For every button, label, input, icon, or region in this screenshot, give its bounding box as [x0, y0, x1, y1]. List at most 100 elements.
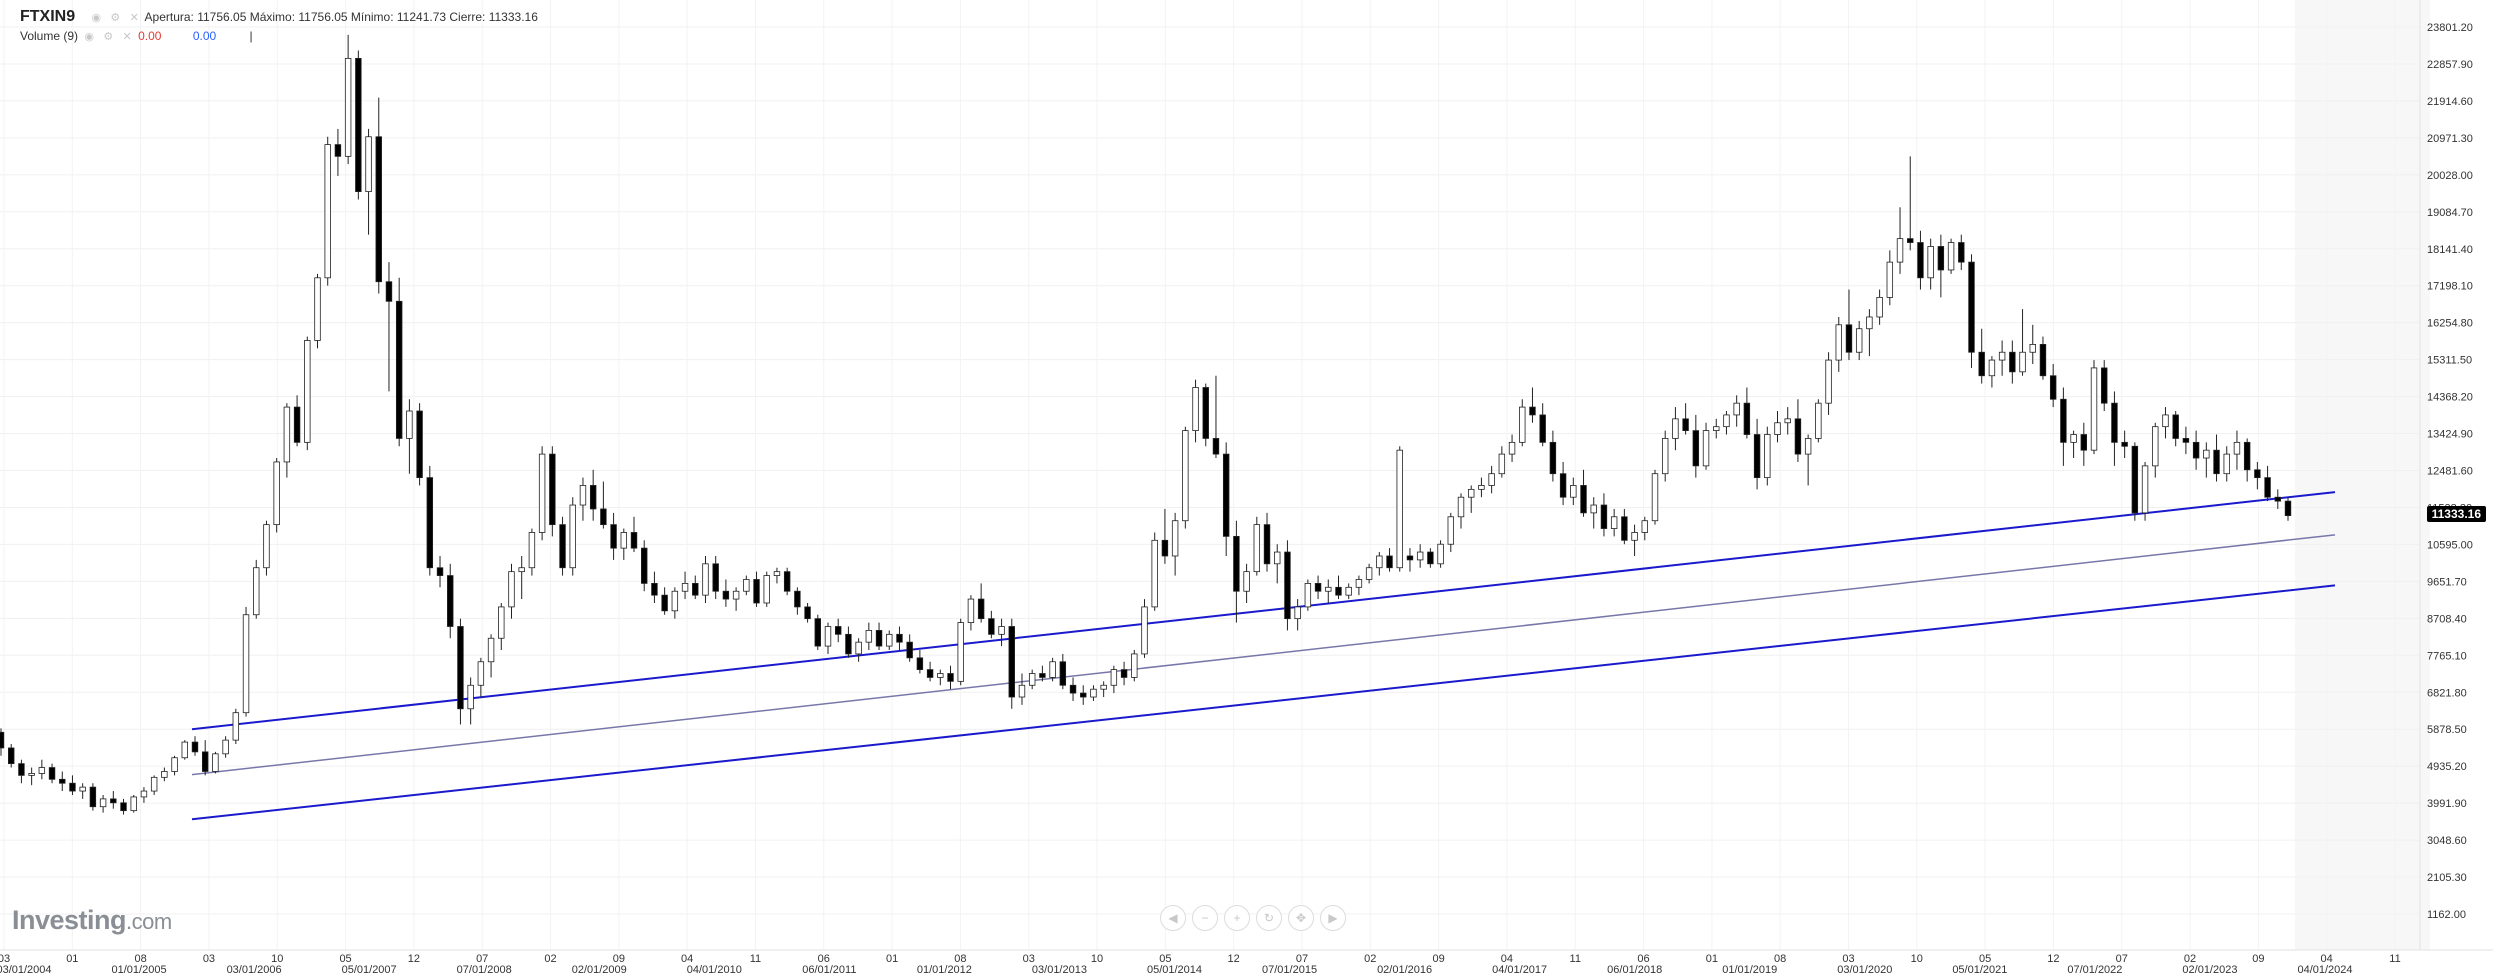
- candle[interactable]: [2274, 496, 2281, 502]
- candle[interactable]: [2131, 445, 2139, 514]
- candle[interactable]: [732, 590, 740, 600]
- candle[interactable]: [1958, 242, 1965, 263]
- candle[interactable]: [559, 524, 566, 569]
- candle[interactable]: [130, 796, 137, 812]
- candle[interactable]: [875, 630, 883, 647]
- candle[interactable]: [2080, 434, 2088, 451]
- candle[interactable]: [538, 453, 546, 533]
- candle[interactable]: [834, 626, 842, 635]
- candle[interactable]: [1416, 551, 1424, 561]
- candle[interactable]: [2233, 441, 2241, 455]
- candle[interactable]: [1120, 669, 1128, 678]
- candle[interactable]: [702, 563, 709, 596]
- candle[interactable]: [1243, 571, 1250, 592]
- candle[interactable]: [773, 571, 781, 576]
- candle[interactable]: [743, 579, 750, 592]
- candle[interactable]: [1651, 473, 1659, 522]
- candle[interactable]: [1794, 418, 1802, 455]
- candle[interactable]: [120, 802, 127, 812]
- candle[interactable]: [1580, 485, 1587, 514]
- zoom-in-icon[interactable]: +: [1224, 905, 1250, 931]
- candle[interactable]: [681, 583, 689, 592]
- candle[interactable]: [1478, 485, 1485, 490]
- candle[interactable]: [1682, 418, 1689, 431]
- candle[interactable]: [1968, 261, 1975, 353]
- candle[interactable]: [2101, 367, 2108, 404]
- candle[interactable]: [1233, 535, 1240, 592]
- candle[interactable]: [1365, 567, 1373, 580]
- candle[interactable]: [1866, 316, 1873, 330]
- candle[interactable]: [1039, 673, 1046, 678]
- candle[interactable]: [1131, 653, 1138, 678]
- candle[interactable]: [1141, 606, 1148, 655]
- candle[interactable]: [600, 508, 607, 526]
- candle[interactable]: [1222, 453, 1230, 537]
- candle[interactable]: [1325, 586, 1332, 592]
- candles[interactable]: [0, 34, 2292, 815]
- candle[interactable]: [1774, 422, 1781, 435]
- candle[interactable]: [794, 590, 801, 608]
- candle[interactable]: [692, 583, 699, 596]
- candle[interactable]: [2243, 441, 2251, 471]
- candle[interactable]: [641, 547, 648, 584]
- candle[interactable]: [140, 790, 148, 798]
- candle[interactable]: [2029, 344, 2036, 353]
- candle[interactable]: [1723, 414, 1730, 428]
- candle[interactable]: [661, 594, 668, 612]
- candle[interactable]: [1539, 414, 1546, 443]
- candle[interactable]: [1437, 543, 1444, 565]
- candle[interactable]: [457, 626, 464, 710]
- candle[interactable]: [1161, 539, 1169, 557]
- candle[interactable]: [344, 57, 352, 157]
- candle[interactable]: [283, 406, 291, 463]
- candle[interactable]: [967, 598, 975, 623]
- candle[interactable]: [1692, 430, 1700, 467]
- candle[interactable]: [1059, 661, 1067, 686]
- candle[interactable]: [2213, 449, 2220, 475]
- candle[interactable]: [712, 563, 719, 592]
- candle[interactable]: [1519, 406, 1526, 443]
- candle[interactable]: [1886, 261, 1894, 298]
- candle[interactable]: [1028, 673, 1036, 686]
- candle[interactable]: [1988, 359, 1996, 377]
- candle[interactable]: [1876, 296, 1883, 318]
- candle[interactable]: [18, 763, 25, 776]
- candle[interactable]: [1570, 485, 1577, 498]
- candle[interactable]: [1621, 516, 1628, 541]
- candle[interactable]: [804, 606, 811, 620]
- candle[interactable]: [1345, 586, 1352, 596]
- candle[interactable]: [242, 614, 250, 714]
- candle[interactable]: [2152, 426, 2159, 467]
- candle[interactable]: [763, 575, 770, 604]
- candle[interactable]: [855, 641, 862, 655]
- candle[interactable]: [916, 657, 924, 670]
- candle[interactable]: [263, 524, 270, 569]
- candle[interactable]: [1508, 441, 1516, 455]
- candle[interactable]: [988, 618, 995, 635]
- candle[interactable]: [1396, 449, 1403, 569]
- candle[interactable]: [1835, 324, 1842, 361]
- candle[interactable]: [1896, 238, 1904, 263]
- candle[interactable]: [447, 575, 454, 627]
- candle[interactable]: [171, 757, 178, 772]
- candle[interactable]: [232, 712, 240, 741]
- candle[interactable]: [2141, 465, 2149, 514]
- candle[interactable]: [1284, 551, 1291, 620]
- candle[interactable]: [1498, 453, 1506, 475]
- middle-trendline[interactable]: [191, 534, 2336, 776]
- candle[interactable]: [2264, 477, 2271, 498]
- candle[interactable]: [1672, 418, 1679, 439]
- candle[interactable]: [1018, 684, 1026, 698]
- candle[interactable]: [549, 453, 556, 526]
- candle[interactable]: [1090, 688, 1097, 698]
- candle[interactable]: [1049, 661, 1056, 678]
- upper-trendline[interactable]: [191, 491, 2336, 731]
- candle[interactable]: [2172, 414, 2179, 439]
- zoom-out-icon[interactable]: −: [1192, 905, 1218, 931]
- candle[interactable]: [1661, 438, 1669, 475]
- candle[interactable]: [783, 571, 791, 592]
- candle[interactable]: [753, 579, 760, 604]
- eye-icon[interactable]: ◉: [91, 12, 102, 24]
- candle[interactable]: [355, 57, 362, 193]
- candle[interactable]: [1804, 438, 1812, 455]
